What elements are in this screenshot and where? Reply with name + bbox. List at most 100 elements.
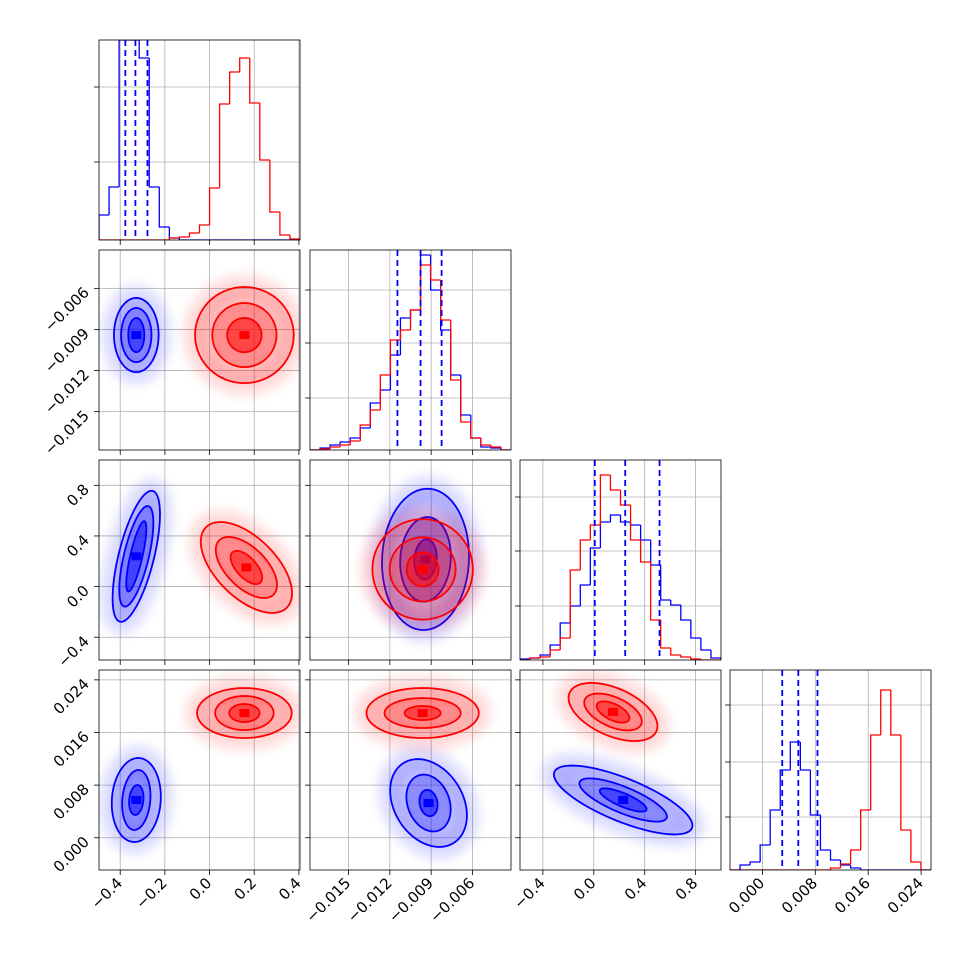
histogram-step [289, 235, 300, 240]
panel-frame [98, 459, 301, 661]
histogram-step [680, 655, 691, 658]
panel [310, 670, 511, 870]
histogram-step [639, 540, 651, 563]
histogram-step [229, 71, 240, 104]
histogram-step [409, 309, 421, 330]
histogram-step [870, 734, 881, 810]
histogram-step [650, 562, 661, 621]
histogram-step [680, 605, 691, 621]
contour-line [595, 700, 631, 724]
contour-line [389, 758, 468, 848]
histogram-step [470, 422, 481, 439]
x-tick-label: 0.024 [884, 874, 927, 917]
histogram-step [480, 438, 491, 446]
histogram-step [710, 650, 721, 660]
contour-line [371, 518, 474, 621]
x-tick-label: 0.4 [275, 874, 305, 904]
histogram-step [188, 232, 200, 237]
contour-line [583, 692, 643, 732]
y-tick-label: 0.024 [50, 675, 93, 718]
panel [99, 670, 300, 870]
contour-line [228, 703, 261, 723]
density-peak [417, 565, 428, 574]
histogram-step [700, 638, 711, 651]
panel-background [730, 670, 931, 870]
density-peak [607, 707, 618, 716]
histogram-step [329, 446, 341, 449]
contour-line [365, 687, 480, 739]
panel-frame [309, 459, 512, 661]
histogram-step [900, 735, 911, 831]
y-tick-label: −0.012 [41, 366, 93, 418]
contour-line [111, 489, 161, 623]
histogram-step [108, 186, 120, 215]
panel-frame [98, 249, 301, 451]
histogram-step [829, 867, 841, 870]
histogram-step [860, 809, 871, 850]
x-tick-label: 0.4 [621, 874, 651, 904]
histogram-step [118, 40, 130, 187]
histogram-step [759, 844, 771, 862]
histogram-step [660, 620, 671, 649]
panel-frame [519, 459, 722, 661]
y-tick-label: −0.015 [41, 407, 93, 459]
histogram-step [450, 320, 461, 381]
x-tick-label: 0.016 [831, 874, 874, 917]
histogram-step [609, 514, 621, 522]
histogram-step [539, 656, 551, 658]
histogram-step [579, 584, 591, 606]
histogram-step [339, 441, 351, 445]
x-tick-label: 0.8 [672, 874, 702, 904]
histogram-step [589, 547, 601, 585]
histogram-step [168, 237, 180, 240]
density-peak [131, 796, 142, 804]
panel-frame [309, 669, 512, 871]
histogram-step [148, 58, 160, 188]
histogram-step [670, 648, 681, 656]
contour-line [567, 682, 659, 742]
panel [310, 250, 511, 450]
x-tick-label: 0.0 [570, 874, 600, 904]
histogram-step [369, 409, 381, 425]
y-tick-label: 0.016 [50, 728, 93, 771]
histogram-step [660, 565, 671, 601]
y-tick-label: −0.4 [54, 632, 92, 670]
y-tick-label: −0.006 [41, 283, 93, 335]
histogram-step [890, 690, 901, 736]
contour-line [128, 784, 145, 816]
panel [99, 40, 300, 240]
contour-line [388, 536, 457, 603]
y-tick-label: 0.008 [50, 780, 93, 823]
histogram-step [579, 539, 591, 570]
histogram-step [799, 742, 811, 771]
histogram-step [218, 103, 230, 188]
contour-line [214, 536, 278, 599]
density-peak [239, 331, 250, 340]
histogram-step [259, 103, 270, 161]
density-peak [241, 563, 252, 572]
contour-line [211, 302, 278, 369]
histogram-step [239, 57, 250, 72]
x-tick-label: 0.0 [186, 874, 216, 904]
histogram-step [158, 187, 170, 228]
histogram-step [178, 236, 190, 238]
histogram-step [849, 849, 861, 864]
histogram-step [460, 380, 471, 423]
panel [520, 460, 721, 660]
y-tick-label: −0.009 [41, 325, 93, 377]
contour-line [552, 764, 694, 836]
density-peak [423, 799, 434, 808]
panel-frame [519, 669, 722, 871]
histogram-step [910, 830, 921, 863]
contour-line [598, 787, 648, 813]
contour-line [113, 297, 160, 374]
density-peak [417, 709, 428, 718]
y-tick-label: 0.0 [63, 582, 93, 612]
histogram-step [359, 424, 371, 441]
histogram-step [700, 659, 711, 660]
contour-line [226, 317, 263, 354]
contour-line [405, 551, 440, 588]
histogram-step [279, 212, 290, 236]
histogram-step [339, 444, 351, 447]
